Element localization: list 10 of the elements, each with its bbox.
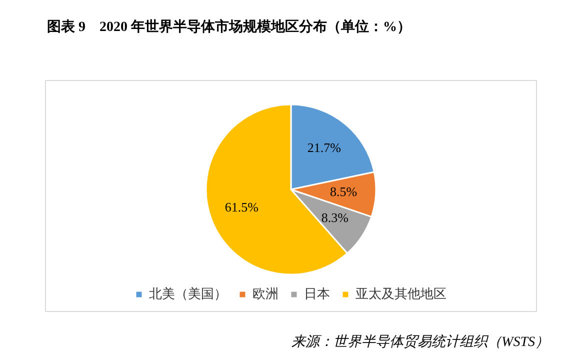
legend-label: 日本 [304,286,330,302]
legend-label: 欧洲 [252,286,278,302]
data-label: 8.3% [321,210,349,226]
source-note: 来源：世界半导体贸易统计组织（WSTS） [292,333,549,351]
legend-label: 北美（美国） [149,286,227,302]
chart-title: 图表 9 2020 年世界半导体市场规模地区分布（单位：%） [47,18,411,36]
legend-label: 亚太及其他地区 [356,286,446,302]
data-label: 21.7% [307,140,342,155]
data-label: 8.5% [330,184,358,200]
data-label: 61.5% [224,200,259,215]
